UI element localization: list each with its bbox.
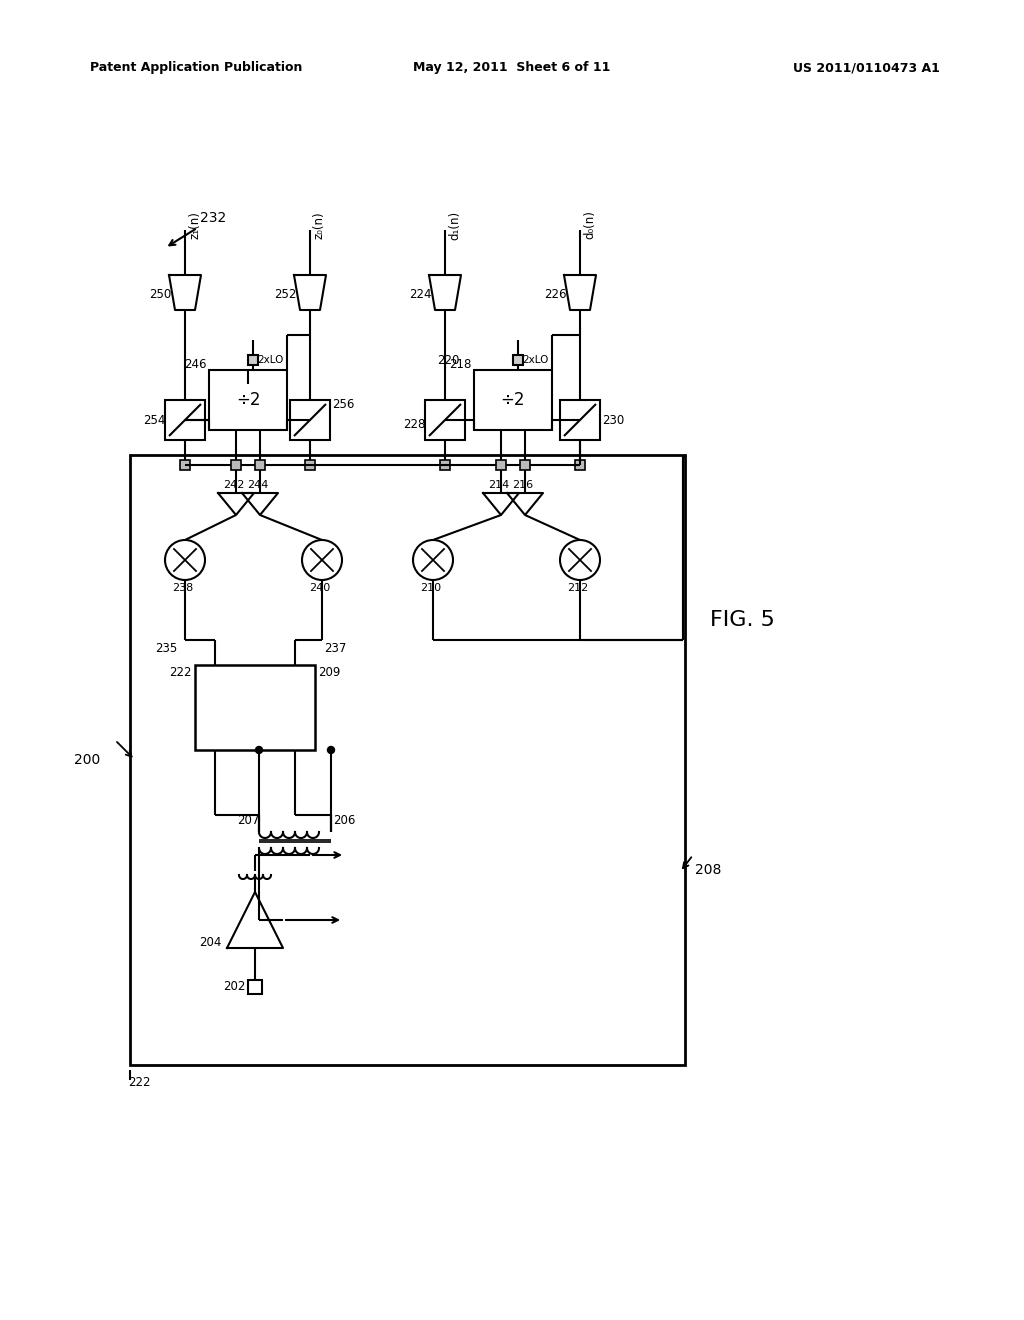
Text: ÷2: ÷2 xyxy=(501,391,525,409)
Text: 212: 212 xyxy=(567,583,589,593)
Text: 2xLO: 2xLO xyxy=(257,355,284,366)
Bar xyxy=(575,459,585,470)
Bar xyxy=(440,459,450,470)
Bar xyxy=(560,400,600,440)
Text: FIG. 5: FIG. 5 xyxy=(710,610,775,630)
Text: 202: 202 xyxy=(223,981,246,994)
Bar xyxy=(165,400,205,440)
Text: 228: 228 xyxy=(403,418,425,432)
Bar xyxy=(209,370,287,430)
Bar xyxy=(520,459,530,470)
Circle shape xyxy=(302,540,342,579)
Text: 230: 230 xyxy=(602,413,625,426)
Bar xyxy=(231,459,241,470)
Text: z₁(n): z₁(n) xyxy=(188,211,201,239)
Polygon shape xyxy=(507,492,543,515)
Bar xyxy=(180,459,190,470)
Text: 206: 206 xyxy=(333,813,355,826)
Polygon shape xyxy=(429,275,461,310)
Text: 214: 214 xyxy=(488,480,510,490)
Text: 222: 222 xyxy=(170,667,193,680)
Text: 208: 208 xyxy=(695,863,721,876)
Circle shape xyxy=(256,747,262,754)
Text: 237: 237 xyxy=(324,642,346,655)
Polygon shape xyxy=(483,492,519,515)
Text: 226: 226 xyxy=(544,289,566,301)
Circle shape xyxy=(165,540,205,579)
Polygon shape xyxy=(227,892,283,948)
Text: 254: 254 xyxy=(143,413,165,426)
Text: 250: 250 xyxy=(150,289,171,301)
Text: 207: 207 xyxy=(237,813,259,826)
Bar xyxy=(248,979,262,994)
Bar xyxy=(248,355,258,366)
Text: ÷2: ÷2 xyxy=(236,391,260,409)
Bar xyxy=(290,400,330,440)
Polygon shape xyxy=(169,275,201,310)
Bar xyxy=(255,459,265,470)
Polygon shape xyxy=(218,492,254,515)
Bar xyxy=(496,459,506,470)
Text: d₀(n): d₀(n) xyxy=(583,211,596,239)
Text: 256: 256 xyxy=(332,399,354,412)
Text: z₀(n): z₀(n) xyxy=(313,211,326,239)
Text: 246: 246 xyxy=(184,359,207,371)
Text: 210: 210 xyxy=(421,583,441,593)
Text: 232: 232 xyxy=(169,211,226,246)
Circle shape xyxy=(328,747,335,754)
Text: 200: 200 xyxy=(74,752,100,767)
Text: 244: 244 xyxy=(248,480,268,490)
Bar xyxy=(474,370,552,430)
Bar xyxy=(195,665,315,750)
Bar xyxy=(513,355,523,366)
Bar xyxy=(305,459,315,470)
Polygon shape xyxy=(242,492,278,515)
Text: 209: 209 xyxy=(318,667,340,680)
Text: 240: 240 xyxy=(309,583,331,593)
Text: Patent Application Publication: Patent Application Publication xyxy=(90,62,302,74)
Text: 2xLO: 2xLO xyxy=(522,355,549,366)
Text: 224: 224 xyxy=(409,289,431,301)
Text: 235: 235 xyxy=(155,642,177,655)
Circle shape xyxy=(413,540,453,579)
Polygon shape xyxy=(294,275,326,310)
Text: 242: 242 xyxy=(223,480,245,490)
Text: 238: 238 xyxy=(172,583,194,593)
Circle shape xyxy=(560,540,600,579)
Text: May 12, 2011  Sheet 6 of 11: May 12, 2011 Sheet 6 of 11 xyxy=(414,62,610,74)
Text: 220: 220 xyxy=(437,354,460,367)
Text: 222: 222 xyxy=(128,1077,151,1089)
Text: 204: 204 xyxy=(200,936,222,949)
Text: US 2011/0110473 A1: US 2011/0110473 A1 xyxy=(794,62,940,74)
Bar xyxy=(130,455,685,1065)
Text: d₁(n): d₁(n) xyxy=(449,210,461,239)
Polygon shape xyxy=(564,275,596,310)
Text: 252: 252 xyxy=(274,289,296,301)
Text: 216: 216 xyxy=(512,480,534,490)
Bar xyxy=(425,400,465,440)
Text: 218: 218 xyxy=(450,359,472,371)
